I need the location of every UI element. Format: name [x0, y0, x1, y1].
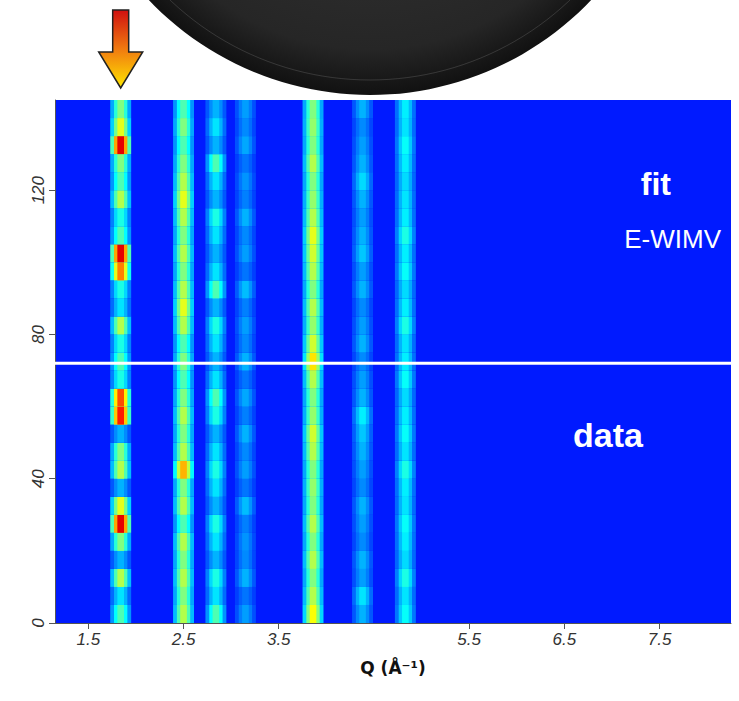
svg-text:fit: fit [641, 166, 672, 202]
svg-text:40: 40 [29, 469, 48, 488]
svg-text:data: data [573, 416, 644, 454]
svg-text:5.5: 5.5 [457, 630, 481, 649]
svg-text:0: 0 [29, 618, 48, 628]
svg-text:1.5: 1.5 [77, 630, 101, 649]
svg-text:7.5: 7.5 [648, 630, 672, 649]
svg-text:2.5: 2.5 [171, 630, 196, 649]
svg-text:80: 80 [29, 324, 48, 343]
svg-text:E-WIMV: E-WIMV [624, 224, 721, 254]
svg-text:120: 120 [29, 175, 48, 204]
svg-text:6.5: 6.5 [553, 630, 577, 649]
svg-text:3.5: 3.5 [267, 630, 291, 649]
svg-text:Q (Å⁻¹): Q (Å⁻¹) [360, 656, 426, 678]
